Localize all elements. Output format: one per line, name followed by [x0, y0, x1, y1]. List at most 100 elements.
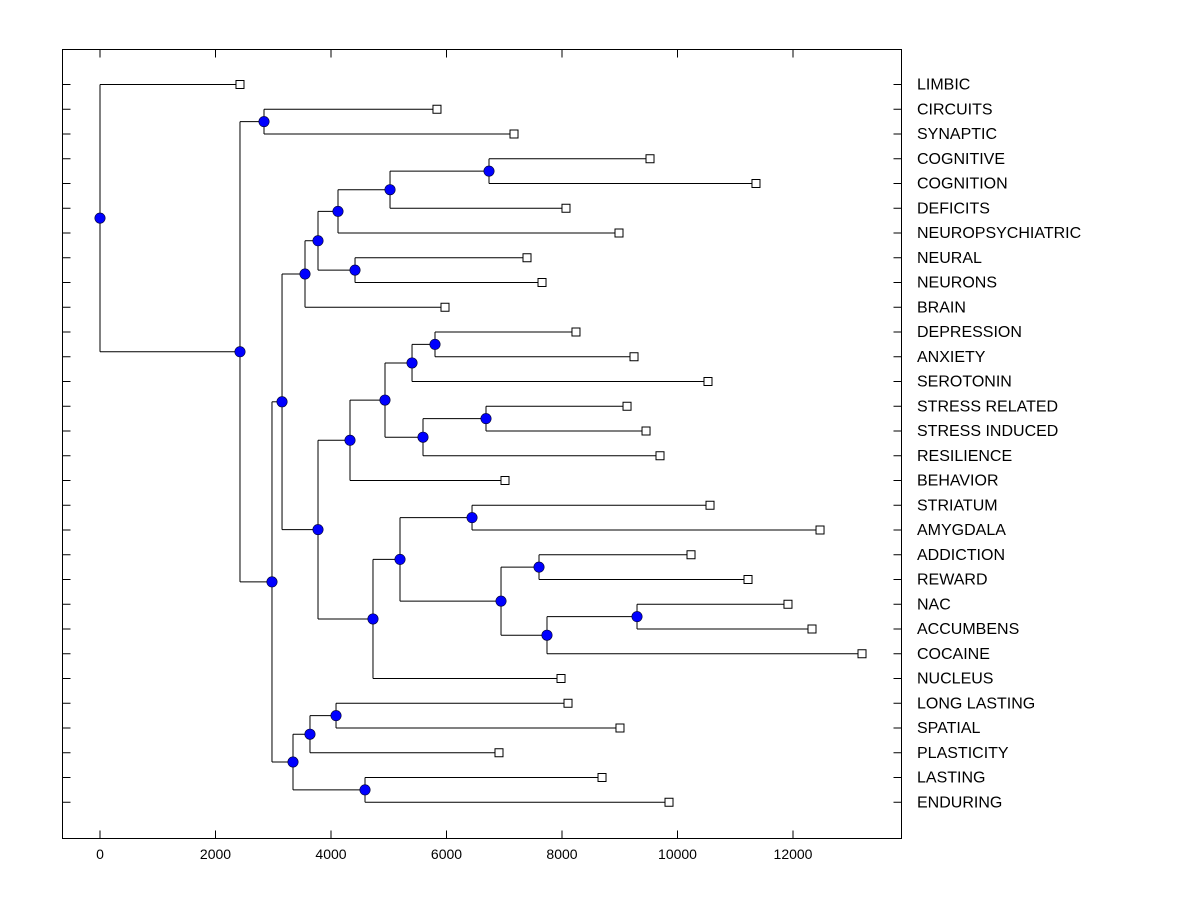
leaf-marker	[664, 797, 674, 807]
x-axis: 0 2000 4000 6000 8000 10000 12000	[96, 49, 813, 862]
leaf-ticks	[62, 84, 902, 803]
leaf-marker	[537, 278, 547, 287]
leaf-marker	[703, 377, 713, 386]
leaf-label: AMYGDALA	[917, 522, 1006, 539]
leaf-label: ADDICTION	[917, 547, 1005, 564]
merge-node	[266, 576, 278, 588]
merge-node	[258, 116, 270, 128]
leaf-labels: LIMBIC CIRCUITS SYNAPTIC COGNITIVE COGNITION…	[917, 77, 1081, 812]
leaf-marker	[705, 500, 715, 510]
leaf-marker	[509, 129, 519, 139]
merge-node	[406, 357, 418, 369]
leaf-markers	[235, 80, 867, 807]
leaf-marker	[857, 649, 867, 659]
leaf-label: LONG LASTING	[917, 695, 1035, 712]
leaf-marker	[686, 550, 696, 560]
merge-node	[379, 394, 391, 406]
leaf-marker	[432, 104, 442, 114]
leaf-marker	[500, 476, 510, 485]
leaf-marker	[655, 451, 665, 461]
merge-node	[287, 756, 299, 768]
merge-node	[466, 512, 478, 524]
leaf-label: STRIATUM	[917, 497, 998, 514]
merge-node	[304, 728, 316, 740]
merge-node	[480, 413, 492, 425]
leaf-marker	[751, 179, 761, 188]
leaf-marker	[807, 624, 817, 634]
merge-node	[541, 629, 553, 641]
merge-node	[483, 165, 495, 177]
leaf-label: RESILIENCE	[917, 448, 1012, 465]
leaf-marker	[622, 401, 632, 411]
leaf-label: BRAIN	[917, 299, 966, 316]
leaf-marker	[743, 575, 753, 584]
leaf-label: DEFICITS	[917, 200, 990, 217]
merge-node	[394, 553, 406, 565]
x-tick-label: 12000	[774, 846, 813, 862]
leaf-marker	[783, 599, 793, 609]
leaf-marker	[440, 302, 450, 312]
x-tick-label: 6000	[431, 846, 462, 862]
merge-node	[495, 595, 507, 607]
leaf-label: LIMBIC	[917, 77, 970, 94]
leaf-label: ENDURING	[917, 794, 1002, 811]
merge-node	[417, 431, 429, 443]
leaf-label: COCAINE	[917, 646, 990, 663]
leaf-marker	[561, 203, 571, 213]
plot-frame	[62, 49, 902, 839]
leaf-label: BEHAVIOR	[917, 473, 999, 490]
leaf-marker	[563, 698, 573, 708]
leaf-marker	[645, 154, 655, 164]
leaf-label: PLASTICITY	[917, 745, 1009, 762]
leaf-marker	[235, 80, 245, 89]
leaf-label: SPATIAL	[917, 720, 981, 737]
leaf-marker	[641, 426, 651, 436]
leaf-marker	[522, 253, 532, 263]
merge-nodes	[94, 116, 643, 796]
leaf-label: CIRCUITS	[917, 101, 993, 118]
leaf-label: STRESS INDUCED	[917, 423, 1058, 440]
merge-node	[312, 524, 324, 536]
x-tick-label: 10000	[658, 846, 697, 862]
merge-node	[299, 268, 311, 280]
leaf-label: COGNITION	[917, 176, 1008, 193]
leaf-label: SEROTONIN	[917, 374, 1012, 391]
merge-node	[332, 205, 344, 217]
leaf-marker	[556, 674, 566, 683]
merge-node	[94, 212, 106, 224]
merge-node	[276, 396, 288, 408]
leaf-label: NEURONS	[917, 275, 997, 292]
x-tick-label: 0	[96, 846, 104, 862]
merge-node	[344, 434, 356, 446]
leaf-label: LASTING	[917, 770, 985, 787]
merge-node	[429, 338, 441, 350]
merge-node	[631, 611, 643, 623]
leaf-marker	[494, 748, 504, 758]
leaf-marker	[571, 327, 581, 337]
leaf-label: NEUROPSYCHIATRIC	[917, 225, 1081, 242]
leaf-marker	[629, 352, 639, 362]
x-tick-label: 8000	[546, 846, 577, 862]
leaf-label: ACCUMBENS	[917, 621, 1019, 638]
leaf-label: COGNITIVE	[917, 151, 1005, 168]
leaf-label: SYNAPTIC	[917, 126, 997, 143]
leaf-label: STRESS RELATED	[917, 398, 1058, 415]
merge-node	[384, 184, 396, 196]
tree-links	[99, 84, 863, 803]
leaf-label: ANXIETY	[917, 349, 986, 366]
merge-node	[312, 235, 324, 247]
leaf-label: NAC	[917, 596, 951, 613]
x-tick-label: 2000	[200, 846, 231, 862]
leaf-marker	[615, 723, 625, 733]
leaf-label: NEURAL	[917, 250, 982, 267]
leaf-label: NUCLEUS	[917, 671, 993, 688]
merge-node	[359, 784, 371, 796]
merge-node	[533, 561, 545, 573]
merge-node	[330, 710, 342, 722]
leaf-marker	[614, 228, 624, 238]
leaf-marker	[597, 773, 607, 782]
leaf-label: REWARD	[917, 572, 988, 589]
merge-node	[234, 346, 246, 358]
leaf-marker	[815, 525, 825, 535]
